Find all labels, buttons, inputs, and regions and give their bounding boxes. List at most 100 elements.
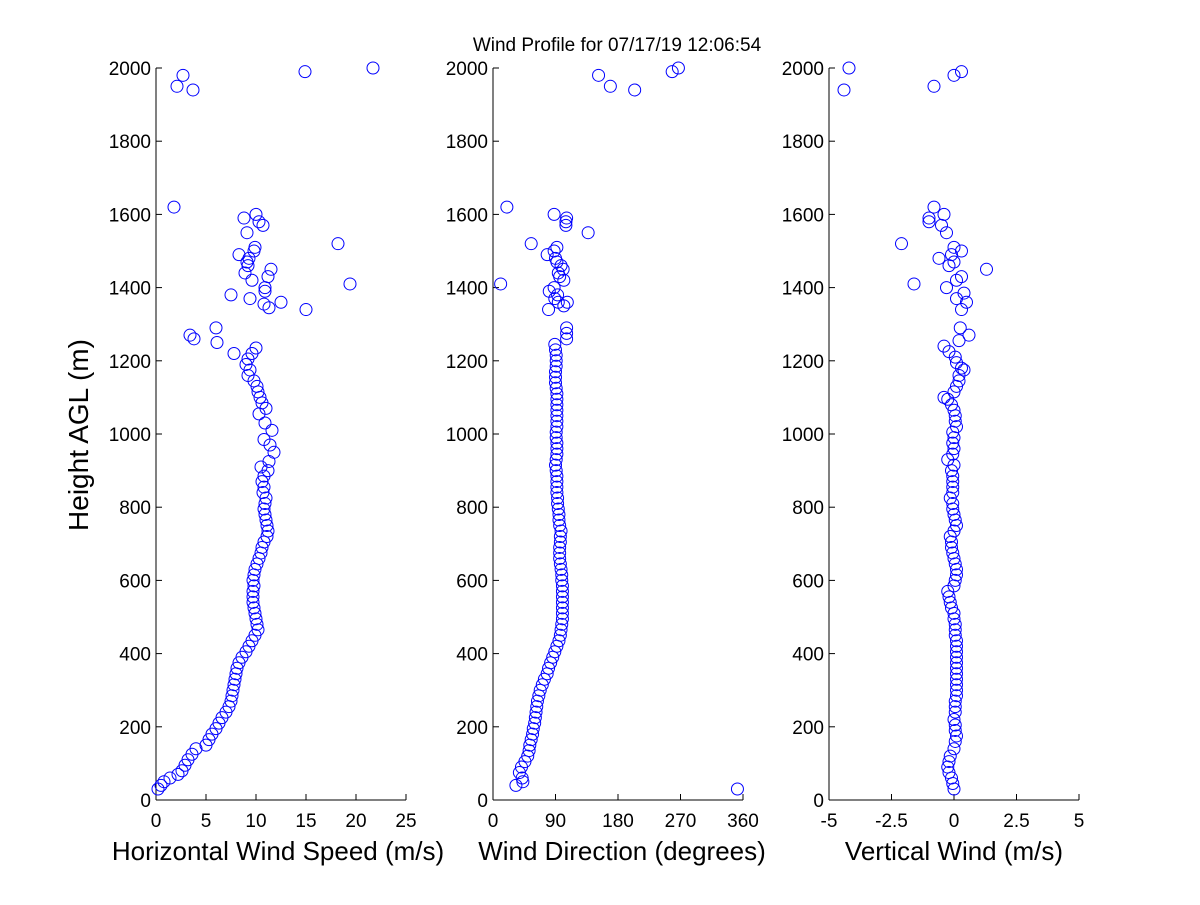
data-point — [980, 262, 993, 276]
y-tick-label: 2000 — [446, 59, 488, 80]
y-tick-label: 800 — [456, 498, 488, 519]
y-tick-label: 1800 — [446, 132, 488, 153]
data-point — [842, 61, 856, 75]
data-point — [950, 667, 963, 681]
y-tick-label: 600 — [456, 571, 488, 592]
data-point — [948, 573, 962, 587]
data-point — [550, 475, 564, 489]
y-tick-label: 1800 — [782, 132, 824, 153]
data-point — [261, 524, 275, 538]
data-point — [553, 551, 567, 565]
data-point — [553, 529, 567, 543]
data-point — [953, 321, 967, 335]
data-point — [950, 634, 963, 648]
data-point — [947, 68, 961, 82]
data-point — [551, 497, 565, 511]
y-tick-label: 400 — [119, 645, 151, 666]
data-point — [592, 68, 606, 82]
data-point — [549, 370, 562, 384]
data-point — [549, 365, 562, 379]
y-tick-label: 200 — [792, 718, 824, 739]
data-point — [246, 595, 260, 609]
data-point — [261, 270, 275, 284]
data-point — [249, 341, 263, 355]
data-point — [260, 519, 274, 532]
y-tick-label: 1400 — [446, 279, 488, 300]
x-tick-label: -2.5 — [875, 811, 908, 832]
data-point — [957, 363, 971, 377]
data-point — [560, 321, 574, 335]
data-point — [550, 398, 564, 412]
data-point — [551, 288, 565, 302]
data-point — [163, 771, 177, 785]
data-point — [240, 226, 254, 240]
data-point — [560, 295, 574, 309]
data-point — [947, 712, 961, 726]
data-point — [171, 767, 185, 781]
panel-direction: 0 200 400 600 800 1000 1200 1400 1600 1800 2000 0 90… — [446, 59, 759, 832]
data-point — [730, 782, 744, 796]
data-point — [603, 79, 617, 93]
data-point — [526, 727, 540, 741]
data-point — [549, 425, 563, 439]
data-point — [274, 295, 288, 309]
data-point — [555, 590, 569, 604]
data-point — [955, 244, 968, 258]
data-point — [550, 403, 564, 417]
data-point — [947, 240, 961, 254]
data-point — [550, 442, 564, 456]
data-point — [927, 79, 941, 93]
data-point — [550, 436, 564, 450]
data-point — [948, 694, 962, 708]
x-tick-label: 25 — [395, 811, 416, 832]
data-point — [255, 475, 269, 489]
y-tick-label: 1000 — [109, 425, 151, 446]
data-point — [946, 469, 960, 483]
data-point — [555, 573, 569, 587]
data-point — [542, 303, 556, 317]
data-point — [549, 453, 563, 467]
x-tick-label: 360 — [727, 811, 759, 832]
panel-speed: 0 200 400 600 800 1000 1200 1400 1600 1800 2000 0 5 1… — [109, 59, 417, 832]
x-tick-label: 180 — [602, 811, 634, 832]
y-tick-label: 1600 — [109, 205, 151, 226]
data-point — [528, 711, 542, 725]
data-point — [950, 420, 963, 434]
data-point — [176, 68, 190, 82]
data-point — [267, 445, 281, 459]
data-point — [922, 211, 936, 225]
data-point — [940, 226, 953, 240]
data-point — [950, 356, 963, 370]
data-point — [553, 540, 567, 554]
x-tick-label: 15 — [295, 811, 316, 832]
data-point — [245, 273, 259, 287]
data-point — [554, 623, 568, 637]
data-point — [521, 749, 535, 763]
data-point — [952, 374, 966, 388]
data-point — [947, 508, 961, 522]
data-point — [249, 207, 263, 221]
data-point — [255, 540, 269, 554]
data-point — [946, 497, 960, 511]
data-point — [246, 590, 260, 604]
data-point — [535, 678, 549, 692]
data-point — [261, 464, 275, 478]
data-point — [837, 83, 851, 97]
data-point — [530, 700, 544, 714]
data-point — [547, 244, 561, 258]
data-point — [665, 65, 679, 79]
data-point — [555, 612, 569, 626]
data-point — [946, 546, 960, 560]
data-point — [551, 295, 565, 309]
data-point — [950, 568, 963, 582]
data-point — [937, 390, 951, 404]
data-point — [560, 332, 574, 346]
data-point — [170, 79, 184, 93]
data-point — [550, 447, 564, 461]
data-point — [907, 277, 921, 291]
data-point — [950, 645, 963, 659]
data-point — [249, 612, 263, 626]
data-point — [946, 480, 960, 494]
data-point — [946, 436, 960, 450]
